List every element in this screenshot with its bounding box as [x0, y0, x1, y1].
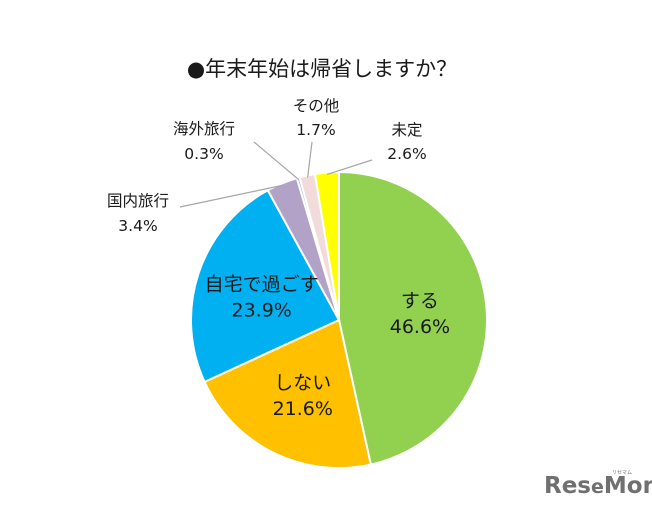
- slice-category-label: 海外旅行: [173, 120, 235, 138]
- logo-text-res: Res: [544, 473, 591, 499]
- resemom-logo: ReseMom リセマム: [544, 470, 652, 499]
- svg-text:ReseMom: ReseMom: [544, 473, 652, 499]
- pie-slice: [190, 188, 341, 384]
- slice-category-label: しない: [274, 372, 331, 394]
- slice-labels: する 46.6% しない 21.6% 自宅で過ごす 23.9% 国内旅行 3.4% 海外旅行 0.…: [107, 97, 450, 420]
- logo-small-text: リセマム: [612, 470, 632, 476]
- slice-value-label: 2.6%: [387, 145, 426, 163]
- slice-category-label: 国内旅行: [107, 192, 169, 210]
- slice-value-label: 23.9%: [232, 300, 292, 322]
- leader-line: [179, 184, 283, 208]
- slice-category-label: する: [401, 290, 439, 312]
- leader-line: [307, 141, 313, 178]
- slice-category-label: その他: [293, 97, 340, 115]
- pie-slice: [338, 170, 488, 466]
- slice-value-label: 0.3%: [184, 145, 223, 163]
- pie-slice: [313, 170, 340, 321]
- leader-line: [326, 159, 373, 176]
- pie-slices: [190, 170, 488, 469]
- logo-text-mom: Mom: [604, 473, 652, 499]
- slice-category-label: 自宅で過ごす: [205, 274, 319, 296]
- slice-value-label: 1.7%: [296, 121, 335, 139]
- slice-value-label: 46.6%: [390, 316, 450, 338]
- pie-slice: [203, 318, 372, 469]
- chart-title: ●年末年始は帰省しますか？: [187, 57, 457, 81]
- slice-value-label: 3.4%: [118, 217, 157, 235]
- slice-category-label: 未定: [391, 121, 422, 139]
- logo-text-e: e: [591, 476, 604, 498]
- slice-value-label: 21.6%: [273, 398, 333, 420]
- leader-line: [253, 141, 300, 181]
